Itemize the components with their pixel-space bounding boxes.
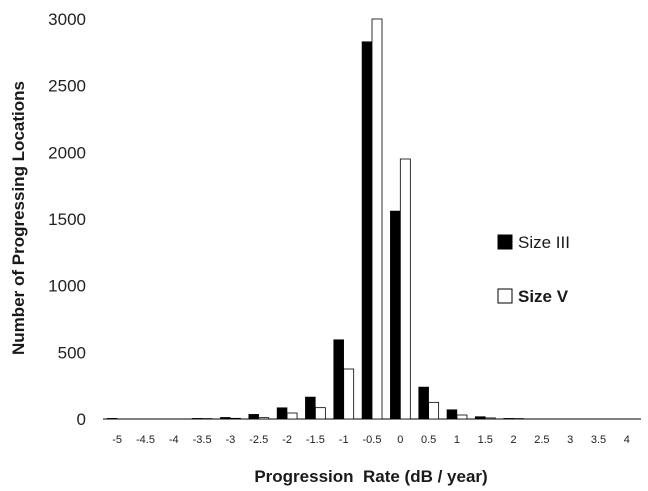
- bar-size-iii: [220, 417, 231, 420]
- x-tick-label: -1.5: [306, 434, 325, 446]
- bar-size-iii: [248, 414, 259, 420]
- y-tick-label: 1000: [48, 277, 86, 296]
- x-tick-label: -1: [339, 434, 349, 446]
- x-tick-label: 1.5: [478, 434, 493, 446]
- legend-label-size-v: Size V: [518, 287, 569, 306]
- x-tick-label: 1: [454, 434, 460, 446]
- x-tick-label: -3.5: [193, 434, 212, 446]
- bar-size-iii: [446, 409, 458, 420]
- x-tick-label: 4: [624, 434, 630, 446]
- bar-size-v: [230, 417, 241, 420]
- legend: Size III Size V: [497, 233, 570, 306]
- y-tick-label: 2500: [48, 77, 86, 96]
- x-tick-label: 3.5: [591, 434, 606, 446]
- y-axis-title: Number of Progressing Locations: [9, 81, 28, 355]
- bar-size-v: [513, 418, 524, 420]
- bar-size-v: [201, 418, 213, 420]
- bar-size-iii: [305, 396, 316, 420]
- x-tick-label: 2: [511, 434, 517, 446]
- bar-size-iii: [503, 418, 514, 420]
- y-tick-label: 500: [58, 343, 86, 362]
- x-tick-label: -4: [169, 434, 179, 446]
- y-tick-label: 1500: [48, 210, 86, 229]
- x-tick-labels: -5 -4.5 -4 -3.5 -3 -2.5 -2 -1.5 -1 -0.5 0 0.5 1 1.5 2 2…: [112, 434, 630, 446]
- bar-size-iii: [191, 418, 203, 420]
- x-tick-label: -2: [282, 434, 292, 446]
- bar-size-iii: [475, 416, 486, 420]
- bar-size-iii: [418, 386, 429, 420]
- bar-size-v: [484, 417, 496, 420]
- x-tick-label: -5: [112, 434, 122, 446]
- bar-size-iii: [390, 210, 401, 420]
- x-tick-label: 3: [567, 434, 573, 446]
- bar-size-v: [456, 414, 468, 420]
- legend-label-size-iii: Size III: [518, 233, 570, 252]
- x-tick-label: -4.5: [136, 434, 155, 446]
- bar-size-iii: [333, 339, 344, 420]
- y-tick-label: 2000: [48, 143, 86, 162]
- x-tick-label: -0.5: [363, 434, 382, 446]
- x-axis-title: Progression Rate (dB / year): [254, 467, 487, 486]
- y-tick-label: 3000: [48, 10, 86, 29]
- x-tick-label: 0.5: [421, 434, 436, 446]
- bar-size-v: [343, 368, 355, 420]
- bar-series: [106, 18, 524, 420]
- bar-size-v: [371, 18, 383, 420]
- x-tick-label: 2.5: [534, 434, 549, 446]
- bar-size-iii: [106, 418, 118, 420]
- bar-size-v: [428, 401, 440, 420]
- bar-size-v: [286, 412, 298, 420]
- legend-swatch-size-v: [497, 288, 513, 304]
- y-tick-label: 0: [77, 410, 86, 429]
- legend-swatch-size-iii: [497, 234, 513, 250]
- y-tick-labels: 0 500 1000 1500 2000 2500 3000: [48, 10, 86, 429]
- bar-size-v: [399, 158, 411, 420]
- x-tick-label: -3: [226, 434, 236, 446]
- bar-size-iii: [361, 41, 373, 420]
- x-tick-label: 0: [397, 434, 403, 446]
- bar-size-v: [258, 417, 270, 420]
- x-tick-label: -2.5: [249, 434, 268, 446]
- bar-size-iii: [276, 407, 288, 420]
- bar-size-v: [314, 407, 326, 420]
